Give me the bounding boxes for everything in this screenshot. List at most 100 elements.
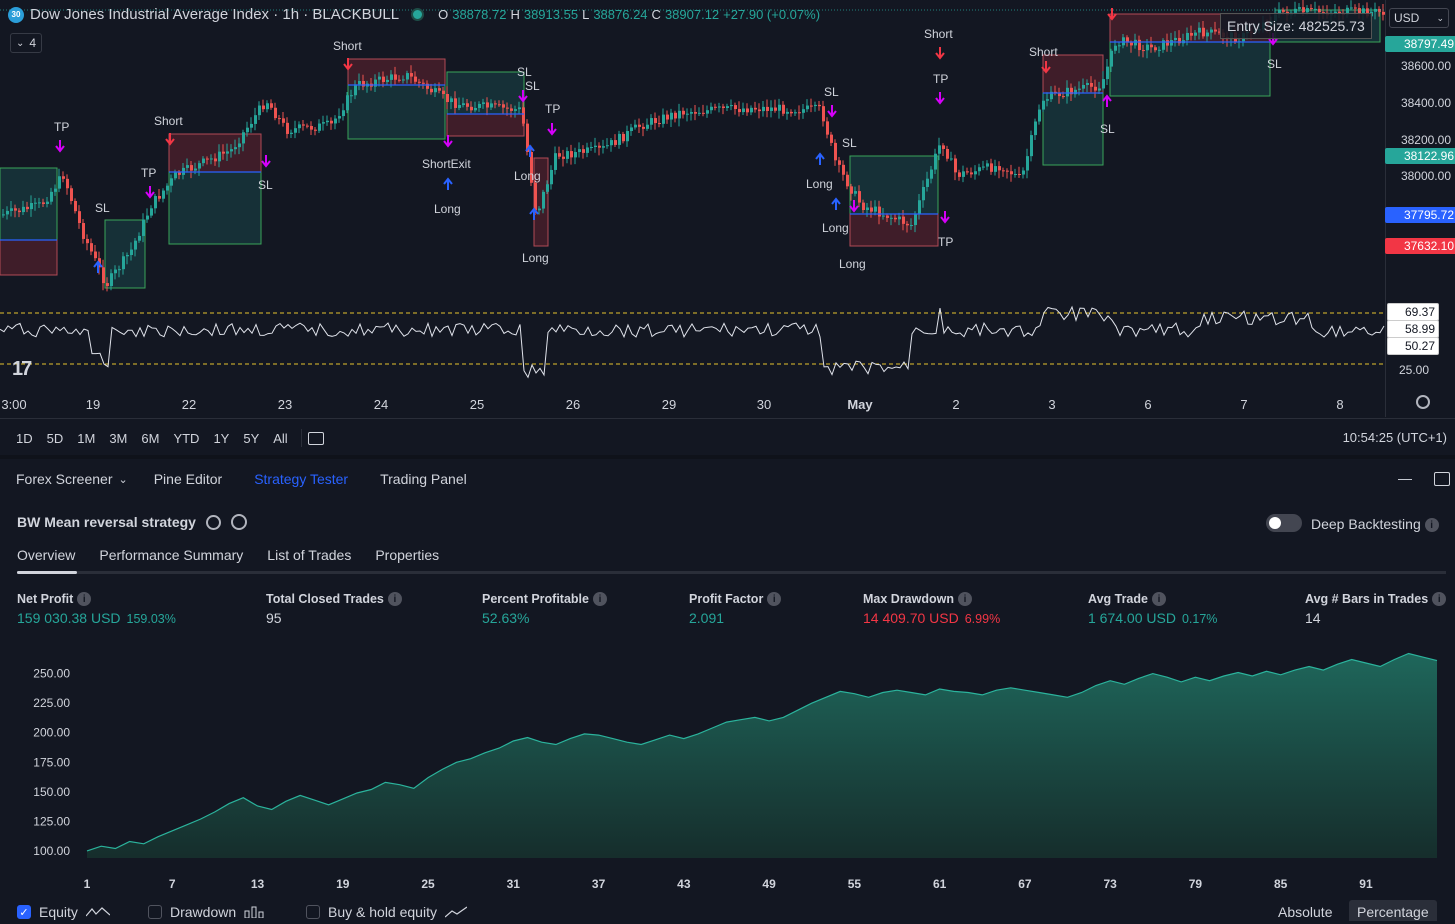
time-axis-label: 25 <box>469 397 485 412</box>
info-icon[interactable]: i <box>1424 518 1439 533</box>
buy-hold-checkbox[interactable] <box>306 905 320 919</box>
clock-display[interactable]: 10:54:25 (UTC+1) <box>1342 430 1447 445</box>
settings-gear-icon[interactable] <box>1416 395 1430 409</box>
metric-value-text: 14 <box>1305 610 1321 626</box>
panel-tab-trading-panel[interactable]: Trading Panel <box>380 471 467 487</box>
panel-tab-strategy-tester[interactable]: Strategy Tester <box>254 471 349 487</box>
trade-label-sl: SL <box>258 178 273 192</box>
info-icon[interactable]: i <box>592 592 607 606</box>
sub-tab-list-of-trades[interactable]: List of Trades <box>267 547 352 563</box>
candle-body <box>306 125 309 127</box>
candle-body <box>1094 86 1097 91</box>
candle-body <box>514 109 517 111</box>
sub-tab-overview[interactable]: Overview <box>17 547 76 563</box>
long-arrow-icon <box>529 207 539 220</box>
short-arrow-icon <box>443 135 453 148</box>
price-level-label: 37795.72 <box>1385 207 1455 223</box>
candle-body <box>10 208 13 211</box>
deep-backtesting-text: Deep Backtesting <box>1311 516 1421 532</box>
equity-checkbox[interactable]: ✓ <box>17 905 31 919</box>
equity-legend[interactable]: ✓ Equity <box>17 904 110 920</box>
info-icon[interactable]: i <box>958 592 972 606</box>
ohlc-value: 38876.24 <box>593 7 648 22</box>
metric-title-text: Avg Trade <box>1088 592 1148 606</box>
candle-body <box>210 158 213 160</box>
indicator-toggle-button[interactable]: ⌄ 4 <box>10 33 43 53</box>
equity-x-tick: 91 <box>1359 877 1373 891</box>
short-arrow-icon <box>547 123 557 136</box>
alert-clock-icon[interactable] <box>230 514 247 530</box>
equity-x-tick: 79 <box>1189 877 1203 891</box>
candle-body <box>1358 8 1361 14</box>
panel-tab-forex-screener[interactable]: Forex Screener <box>16 471 113 487</box>
candle-body <box>390 74 393 80</box>
candle-body <box>758 109 761 112</box>
candlestick-plot[interactable]: TPSLTPShortSLShortSLSLTPLongShortExitLon… <box>0 0 1385 417</box>
metric-title-text: Total Closed Trades <box>266 592 384 606</box>
candle-body <box>1142 50 1145 52</box>
metric-value: 1 674.00 USD 0.17% <box>1088 610 1217 626</box>
candle-body <box>974 171 977 175</box>
tradingview-logo-icon[interactable]: 17 <box>12 358 32 380</box>
candle-body <box>1194 32 1197 36</box>
candle-body <box>1006 170 1009 172</box>
symbol-title[interactable]: Dow Jones Industrial Average Index · 1h … <box>30 6 400 23</box>
info-icon[interactable]: i <box>1432 592 1447 606</box>
range-button-6m[interactable]: 6M <box>141 430 160 446</box>
absolute-mode-button[interactable]: Absolute <box>1278 904 1333 920</box>
price-tick: 38600.00 <box>1400 59 1451 73</box>
drawdown-checkbox[interactable] <box>148 905 162 919</box>
info-icon[interactable]: i <box>767 592 782 606</box>
date-range-icon[interactable] <box>307 431 324 445</box>
range-button-5y[interactable]: 5Y <box>243 430 260 446</box>
buy-hold-legend[interactable]: Buy & hold equity <box>306 904 467 920</box>
candle-body <box>414 76 417 82</box>
short-arrow-icon <box>940 211 950 224</box>
candle-body <box>650 118 653 125</box>
currency-select[interactable]: USD ⌄ <box>1389 8 1449 28</box>
candle-body <box>1198 27 1201 33</box>
sub-tab-properties[interactable]: Properties <box>375 547 440 563</box>
candle-body <box>422 82 425 84</box>
metric-title-text: Profit Factor <box>689 592 764 606</box>
deep-backtesting-toggle[interactable] <box>1266 514 1302 532</box>
range-button-all[interactable]: All <box>273 430 288 446</box>
sub-tab-performance-summary[interactable]: Performance Summary <box>99 547 244 563</box>
candle-body <box>346 95 349 111</box>
info-icon[interactable]: i <box>1151 592 1166 606</box>
panel-divider[interactable] <box>0 455 1455 459</box>
range-button-1y[interactable]: 1Y <box>213 430 230 446</box>
range-button-5d[interactable]: 5D <box>46 430 64 446</box>
strategy-settings-icon[interactable] <box>205 514 221 530</box>
candle-body <box>378 76 381 80</box>
range-button-3m[interactable]: 3M <box>109 430 128 446</box>
candle-body <box>1146 44 1149 51</box>
metric-title-text: Net Profit <box>17 592 74 606</box>
price-chart[interactable]: TP SL TP Short SL Short SL SL TP Long ShortExit Lon… <box>0 0 1385 417</box>
candle-body <box>182 167 185 175</box>
range-button-1m[interactable]: 1M <box>77 430 96 446</box>
drawdown-legend[interactable]: Drawdown <box>148 904 264 920</box>
minimize-icon[interactable]: — <box>1398 470 1412 486</box>
range-button-1d[interactable]: 1D <box>16 430 33 446</box>
candle-body <box>750 107 753 113</box>
chevron-down-icon[interactable]: ⌄ <box>118 473 128 486</box>
candle-body <box>1098 88 1101 91</box>
range-button-ytd[interactable]: YTD <box>173 430 200 446</box>
info-icon[interactable]: i <box>77 592 92 606</box>
candle-body <box>1010 171 1013 175</box>
time-axis-label: 2 <box>952 397 960 412</box>
info-icon[interactable]: i <box>387 592 402 606</box>
candle-body <box>674 112 677 119</box>
equity-chart[interactable]: 100.00 125.00 150.00 175.00 200.00 225.00 250.… <box>0 640 1455 895</box>
time-axis-label: 8 <box>1336 397 1344 412</box>
maximize-icon[interactable] <box>1434 472 1450 486</box>
percentage-mode-button[interactable]: Percentage <box>1349 900 1437 921</box>
panel-tab-pine-editor[interactable]: Pine Editor <box>153 471 223 487</box>
candle-body <box>102 267 105 284</box>
candle-body <box>230 149 233 152</box>
candle-body <box>406 73 409 80</box>
metric-percent: 159.03% <box>126 612 176 626</box>
candle-body <box>426 83 429 89</box>
short-arrow-icon <box>827 105 837 118</box>
